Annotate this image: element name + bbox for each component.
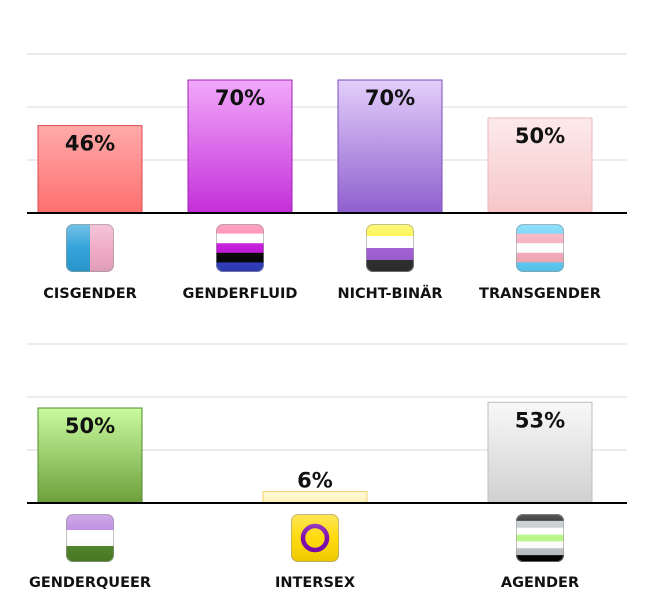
category-label: CISGENDER bbox=[43, 286, 137, 302]
category-label: GENDERFLUID bbox=[183, 286, 298, 302]
value-label: 50% bbox=[515, 124, 565, 148]
intersex-flag-icon bbox=[291, 514, 339, 562]
bar-agender bbox=[487, 401, 593, 504]
category-label: GENDERQUEER bbox=[29, 575, 151, 591]
value-label: 70% bbox=[365, 86, 415, 110]
category-label: AGENDER bbox=[501, 575, 579, 591]
genderqueer-flag-icon bbox=[66, 514, 114, 562]
value-label: 6% bbox=[297, 469, 333, 493]
category-label: TRANSGENDER bbox=[479, 286, 601, 302]
nonbinary-flag-icon bbox=[366, 224, 414, 272]
value-label: 50% bbox=[65, 414, 115, 438]
genderfluid-flag-icon bbox=[216, 224, 264, 272]
bar-cisgender bbox=[37, 125, 143, 214]
value-label: 53% bbox=[515, 408, 565, 432]
value-label: 70% bbox=[215, 86, 265, 110]
bar-transgender bbox=[487, 117, 593, 214]
transgender-flag-icon bbox=[516, 224, 564, 272]
value-label: 46% bbox=[65, 132, 115, 156]
bar-genderfluid bbox=[187, 79, 293, 214]
bar-genderqueer bbox=[37, 407, 143, 504]
cisgender-flag-icon bbox=[66, 224, 114, 272]
bar-intersex bbox=[262, 491, 368, 504]
category-label: INTERSEX bbox=[275, 575, 355, 591]
agender-flag-icon bbox=[516, 514, 564, 562]
category-label: NICHT-BINÄR bbox=[337, 285, 442, 302]
